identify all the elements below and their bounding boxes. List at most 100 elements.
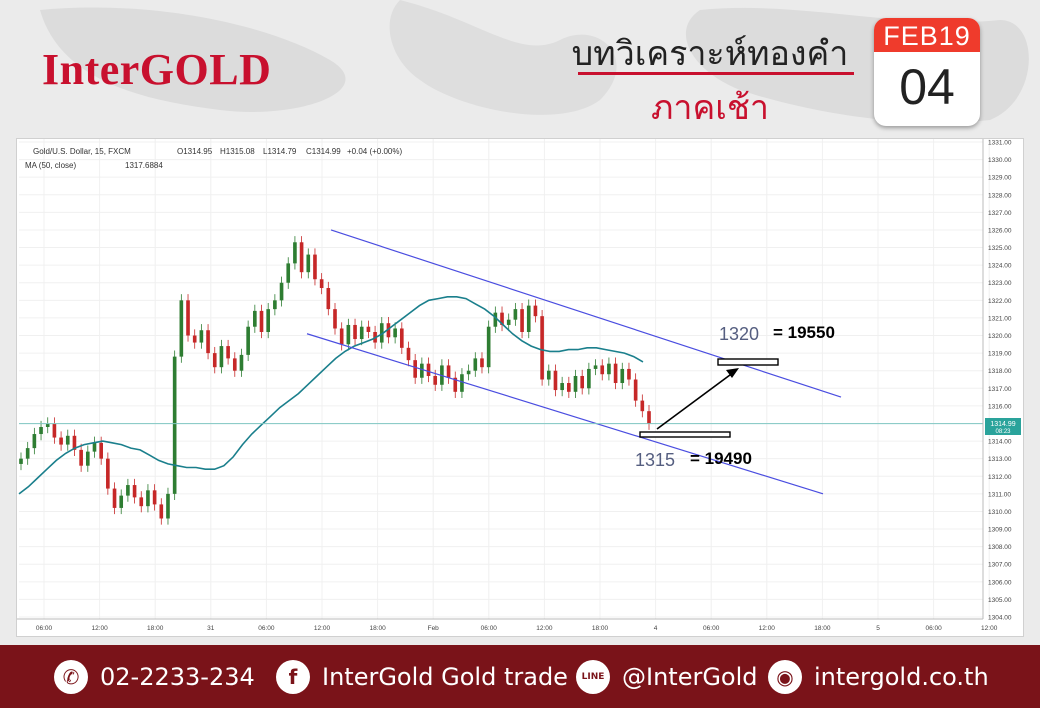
candle-body	[399, 328, 404, 348]
candle-body	[19, 458, 23, 464]
candle-body	[279, 282, 284, 301]
candle-body	[560, 383, 564, 391]
y-tick-label: 1307.00	[988, 562, 1012, 569]
candle-body	[79, 449, 83, 466]
candle-body	[132, 485, 137, 498]
ma-line	[18, 296, 644, 495]
x-tick-label: Feb	[428, 625, 440, 632]
candle-body	[259, 310, 264, 332]
candle-body	[600, 365, 605, 375]
channel-upper-line	[330, 229, 842, 398]
candle-body	[212, 353, 217, 368]
candle-body	[92, 442, 97, 452]
candle-body	[59, 437, 63, 445]
candle-body	[146, 490, 150, 507]
ohlc-change: +0.04 (+0.00%)	[347, 147, 402, 156]
candle-body	[493, 312, 498, 327]
candle-body	[25, 448, 30, 459]
x-tick-label: 06:00	[481, 625, 498, 632]
candle-body	[246, 326, 250, 355]
y-tick-label: 1308.00	[988, 544, 1012, 551]
candle-body	[573, 375, 578, 392]
target-zone-upper	[717, 358, 779, 366]
candle-body	[580, 375, 585, 389]
candle-body	[393, 328, 397, 338]
candle-body	[546, 370, 551, 380]
x-tick-label: 31	[207, 625, 215, 632]
y-tick-label: 1311.00	[988, 491, 1011, 498]
annotation-upper-value: = 19550	[773, 323, 835, 342]
y-tick-label: 1310.00	[988, 509, 1012, 516]
x-tick-label: 12:00	[981, 625, 998, 632]
candle-body	[85, 451, 90, 466]
candle-body	[433, 375, 438, 385]
y-tick-label: 1325.00	[988, 245, 1012, 252]
y-tick-label: 1313.00	[988, 456, 1012, 463]
candle-body	[192, 335, 197, 343]
x-tick-label: 06:00	[36, 625, 53, 632]
channel-lower-line	[306, 333, 824, 495]
y-tick-label: 1320.00	[988, 333, 1012, 340]
footer-phone[interactable]: ✆ 02-2233-234	[54, 645, 255, 708]
candle-body	[186, 300, 190, 336]
y-tick-label: 1316.00	[988, 403, 1012, 410]
candle-body	[293, 242, 297, 264]
candle-body	[366, 326, 371, 332]
candle-body	[533, 305, 538, 317]
candle-body	[333, 309, 337, 329]
candle-body	[313, 254, 317, 280]
ohlc-high: H1315.08	[220, 147, 255, 156]
y-tick-label: 1327.00	[988, 210, 1012, 217]
candle-body	[513, 309, 518, 320]
annotation-lower-price: 1315	[635, 450, 675, 470]
y-tick-label: 1314.00	[988, 439, 1012, 446]
y-tick-label: 1322.00	[988, 298, 1012, 305]
candle-body	[273, 300, 277, 310]
candle-body	[473, 358, 478, 371]
candle-body	[119, 495, 124, 508]
price-tag-box	[985, 418, 1021, 435]
candle-body	[647, 411, 651, 424]
x-tick-label: 06:00	[703, 625, 720, 632]
x-tick-label: 18:00	[369, 625, 386, 632]
candle-body	[620, 368, 625, 384]
x-tick-label: 12:00	[91, 625, 108, 632]
candle-body	[506, 319, 511, 325]
x-tick-label: 12:00	[314, 625, 331, 632]
candle-body	[253, 310, 257, 327]
calendar-month: FEB19	[874, 18, 980, 52]
candle-body	[553, 370, 558, 391]
candle-body	[426, 363, 431, 376]
footer-line[interactable]: LINE @InterGold	[576, 645, 758, 708]
candle-body	[627, 368, 631, 380]
y-tick-label: 1306.00	[988, 579, 1012, 586]
x-tick-label: 4	[654, 625, 658, 632]
footer-website[interactable]: ◉ intergold.co.th	[768, 645, 989, 708]
candle-body	[353, 324, 357, 340]
ohlc-open: O1314.95	[177, 147, 213, 156]
candle-body	[199, 330, 204, 343]
facebook-icon: f	[276, 659, 310, 694]
candle-body	[386, 323, 391, 338]
phone-icon: ✆	[54, 659, 88, 694]
symbol-line: Gold/U.S. Dollar, 15, FXCM	[33, 147, 131, 156]
x-tick-label: 5	[876, 625, 880, 632]
price-chart-panel: 1331.00 1330.00 1329.00 1328.00 1327.00 1326.…	[16, 138, 1024, 637]
candle-body	[99, 442, 103, 459]
ma-value: 1317.6884	[125, 161, 163, 170]
footer-facebook[interactable]: f InterGold Gold trade	[276, 645, 568, 708]
line-icon: LINE	[576, 659, 610, 694]
candle-body	[232, 358, 237, 371]
page-subtitle: ภาคเช้า	[650, 88, 770, 128]
y-tick-label: 1317.00	[988, 386, 1012, 393]
candle-body	[587, 368, 591, 389]
candle-body	[179, 300, 184, 357]
candle-body	[112, 488, 117, 508]
candle-body	[613, 363, 618, 384]
y-axis: 1331.00 1330.00 1329.00 1328.00 1327.00 1326.…	[982, 139, 1012, 622]
footer-line-text: @InterGold	[622, 662, 758, 691]
candle-body	[306, 254, 311, 273]
footer-facebook-text: InterGold Gold trade	[322, 662, 568, 691]
x-tick-label: 06:00	[258, 625, 275, 632]
ohlc-low: L1314.79	[263, 147, 297, 156]
